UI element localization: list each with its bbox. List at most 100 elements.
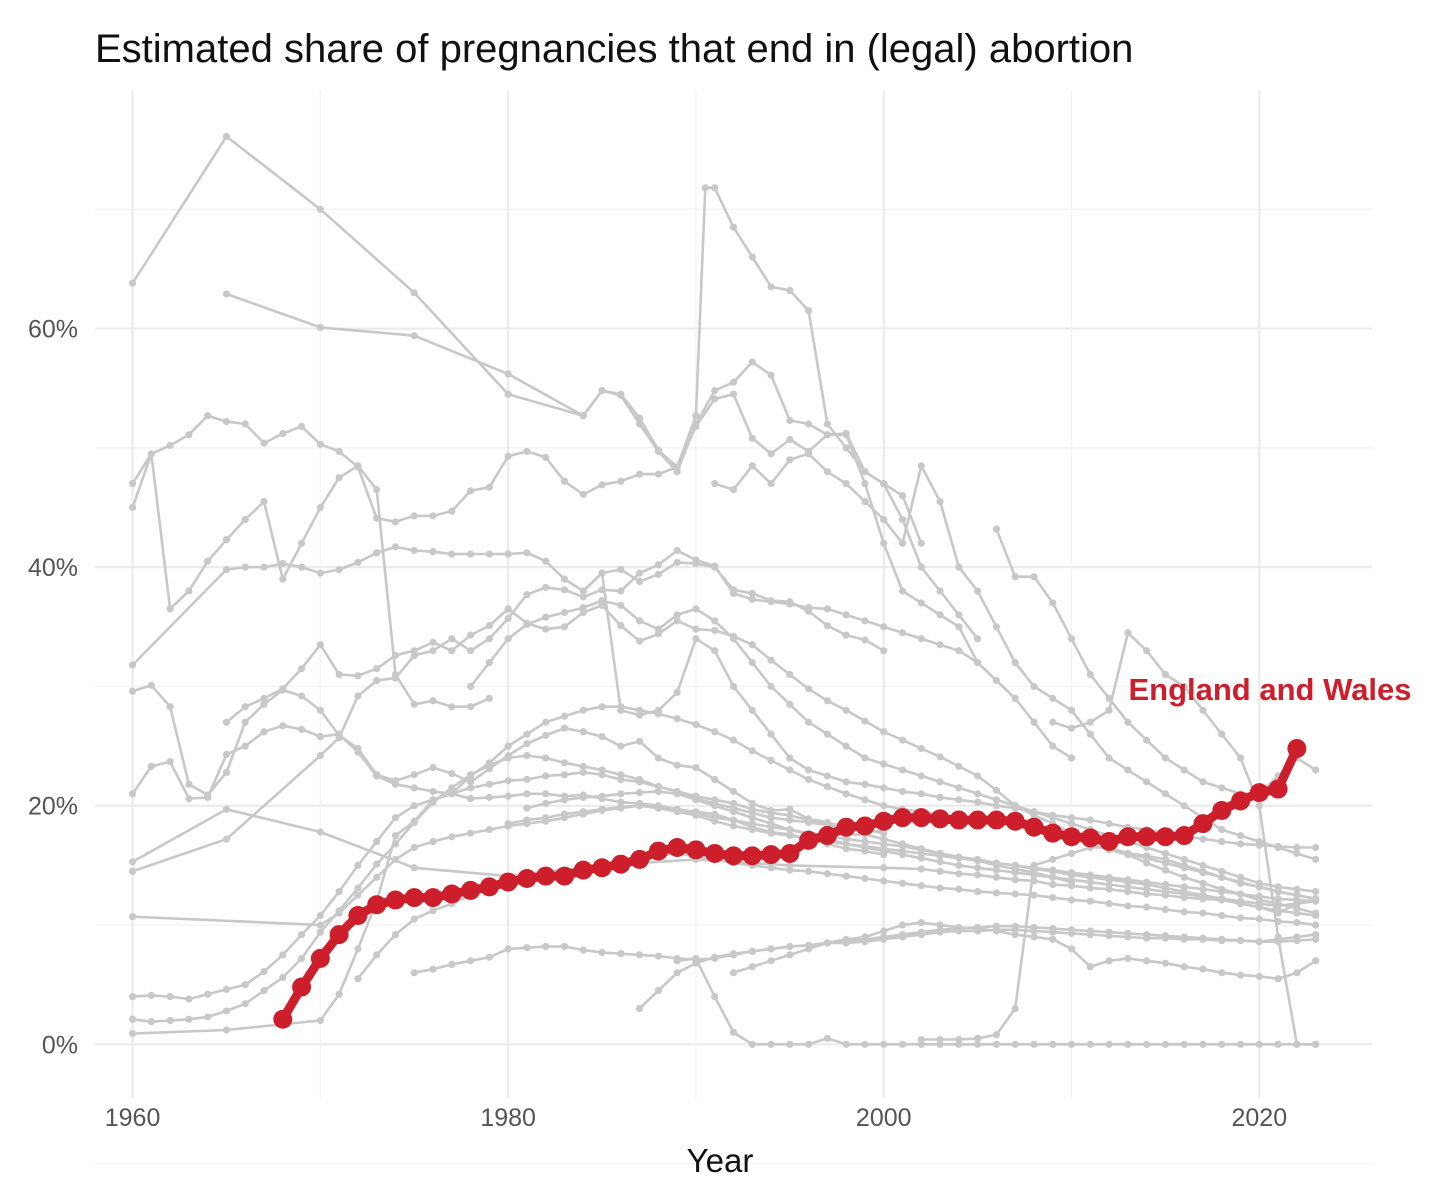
series-point (992, 927, 1001, 935)
series-point (1236, 890, 1245, 898)
series-point (711, 395, 719, 403)
series-point (523, 775, 531, 784)
series-point (1199, 892, 1207, 901)
series-point (1086, 871, 1094, 879)
series-point (823, 697, 831, 705)
series-point (316, 706, 324, 714)
highlight-point (799, 830, 819, 850)
series-point (748, 462, 756, 470)
series-point (673, 611, 681, 619)
highlight-point (461, 880, 481, 900)
series-point (992, 873, 1001, 881)
series-point (880, 802, 888, 810)
series-point (523, 740, 531, 748)
series-point (729, 682, 738, 691)
series-point (1067, 814, 1076, 822)
series-point (410, 332, 418, 340)
series-point (711, 626, 719, 634)
series-point (729, 822, 738, 830)
series-point (1049, 893, 1057, 902)
series-point (1180, 861, 1188, 869)
series-point (786, 951, 794, 959)
highlight-point (930, 809, 950, 829)
series-point (617, 803, 625, 811)
series-point (861, 617, 869, 625)
series-point (542, 790, 550, 798)
series-point (335, 474, 343, 482)
series-point (542, 613, 550, 621)
series-point (805, 420, 813, 428)
series-point (1218, 837, 1226, 846)
series-point (429, 763, 437, 772)
series-point (560, 575, 569, 583)
series-point (786, 754, 794, 762)
series-point (748, 253, 756, 261)
series-point (504, 792, 512, 800)
series-point (786, 700, 794, 708)
series-point (917, 882, 925, 890)
series-point (992, 525, 1001, 533)
series-point (880, 864, 888, 872)
series-line (131, 452, 490, 709)
series-point (974, 888, 982, 896)
series-point (861, 468, 869, 476)
series-point (128, 687, 137, 695)
series-point (636, 617, 644, 625)
series-point (786, 435, 794, 444)
series-point (880, 927, 888, 935)
highlight-label: England and Wales (1128, 672, 1411, 707)
series-point (391, 780, 400, 788)
series-point (1049, 925, 1057, 933)
series-point (1293, 919, 1301, 927)
series-point (466, 550, 475, 558)
series-point (974, 1034, 982, 1042)
series-point (673, 957, 681, 965)
series-point (579, 946, 587, 954)
series-point (373, 860, 381, 868)
series-point (1049, 873, 1057, 881)
series-point (955, 796, 963, 804)
series-point (466, 957, 475, 965)
series-point (955, 647, 963, 655)
series-point (1049, 599, 1057, 607)
series-point (880, 647, 888, 655)
series-point (974, 798, 982, 806)
series-point (748, 434, 756, 442)
series-point (1218, 1040, 1226, 1048)
series-point (485, 635, 493, 643)
series-point (297, 930, 306, 939)
series-point (636, 577, 644, 586)
series-point (1161, 880, 1170, 889)
series-point (1218, 873, 1226, 881)
series-point (786, 766, 794, 774)
highlight-point (893, 808, 913, 828)
series-point (410, 784, 418, 792)
series-point (316, 752, 324, 760)
series-point (861, 874, 869, 883)
series-point (898, 851, 907, 859)
series-point (1236, 840, 1245, 848)
series-point (842, 706, 850, 714)
series-point (729, 1028, 738, 1036)
series-point (786, 831, 794, 840)
series-point (410, 817, 418, 825)
x-tick-label: 2000 (856, 1104, 912, 1132)
highlight-point (780, 843, 800, 863)
series-point (1218, 784, 1226, 792)
series-point (410, 802, 418, 810)
series-point (1180, 933, 1188, 941)
series-point (316, 503, 324, 512)
series-point (222, 290, 231, 298)
series-point (1161, 866, 1170, 874)
series-point (673, 808, 681, 816)
series-point (279, 685, 287, 693)
series-point (542, 625, 550, 633)
series-point (598, 792, 606, 800)
series-point (917, 635, 925, 643)
series-point (636, 789, 644, 797)
series-point (729, 390, 738, 398)
series-point (1218, 935, 1226, 943)
x-axis-title: Year (687, 1142, 754, 1179)
series-point (1218, 895, 1226, 903)
series-point (955, 563, 963, 571)
